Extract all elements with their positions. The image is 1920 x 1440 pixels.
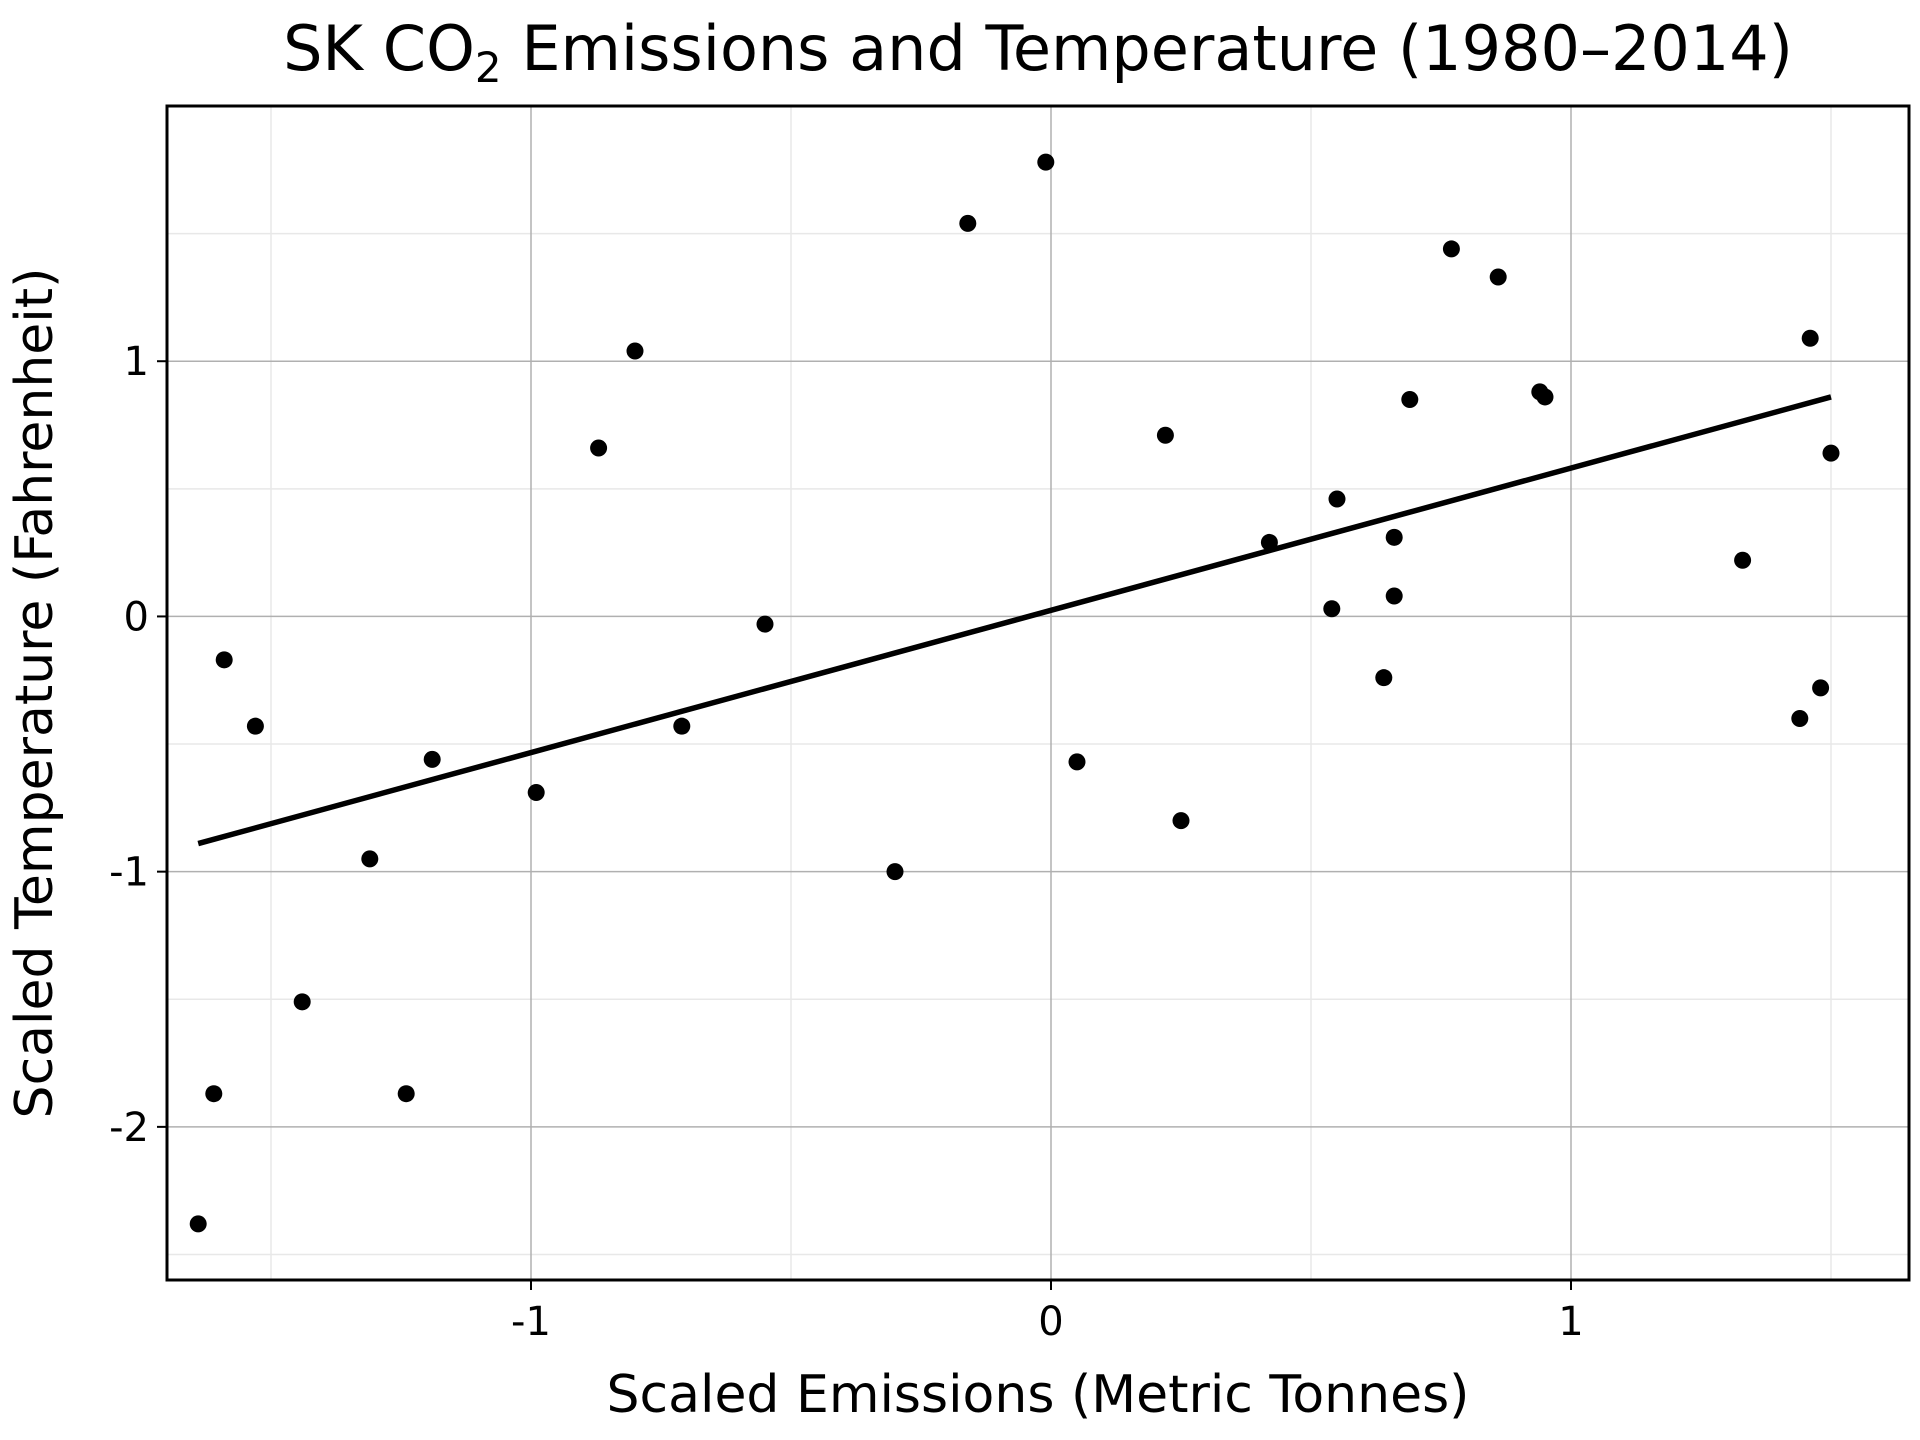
data-point (756, 615, 774, 633)
data-point (1328, 490, 1346, 508)
data-point (189, 1215, 207, 1233)
data-point (626, 342, 644, 360)
data-point (1401, 391, 1419, 408)
plot-frame (165, 104, 1911, 1282)
minor-gridlines (167, 106, 1909, 1280)
data-point (1536, 388, 1554, 406)
data-point (246, 717, 264, 735)
major-gridlines (167, 106, 1909, 1280)
data-point (1791, 710, 1809, 728)
data-point (590, 439, 608, 457)
x-tick-label: 1 (1558, 1299, 1583, 1345)
data-point (1260, 533, 1278, 551)
x-axis-ticks: -1 0 1 (511, 1280, 1584, 1345)
x-axis-label: Scaled Emissions (Metric Tonnes) (607, 1365, 1470, 1425)
x-tick-label: -1 (511, 1299, 551, 1345)
data-point (1822, 444, 1840, 462)
regression-line (197, 394, 1832, 847)
data-point (1442, 240, 1460, 258)
data-point (293, 993, 311, 1011)
data-point (959, 214, 977, 232)
y-axis-ticks: -2 -1 0 1 (109, 339, 167, 1151)
data-point (1068, 753, 1086, 771)
data-point (1489, 268, 1507, 286)
data-point (527, 784, 545, 802)
y-tick-label: -1 (109, 850, 149, 896)
data-point (1801, 329, 1819, 347)
data-point (205, 1085, 223, 1103)
chart-title-rest: Emissions and Temperature (1980–2014) (502, 12, 1793, 85)
data-point (361, 850, 379, 868)
chart-title-subscript: 2 (475, 43, 502, 92)
x-tick-label: 0 (1038, 1299, 1063, 1345)
data-point (1037, 153, 1055, 171)
y-tick-label: 0 (124, 594, 149, 640)
regression-line-group (197, 394, 1832, 847)
chart-title: SK CO2 Emissions and Temperature (1980–2… (283, 12, 1793, 92)
data-point (1734, 551, 1752, 569)
y-axis-label: Scaled Temperature (Fahrenheit) (5, 268, 65, 1119)
data-point (1385, 587, 1403, 605)
data-point (1812, 679, 1830, 697)
data-point (397, 1085, 415, 1103)
data-point (1385, 528, 1403, 546)
data-point (423, 750, 441, 768)
data-point (1323, 600, 1341, 618)
data-point (215, 651, 233, 669)
y-tick-label: -2 (109, 1105, 149, 1151)
data-point (673, 717, 691, 735)
chart-title-main: SK CO (283, 12, 475, 85)
y-tick-label: 1 (124, 339, 149, 385)
data-points (189, 153, 1840, 1233)
data-point (886, 863, 904, 881)
data-point (1375, 669, 1393, 687)
data-point (1172, 812, 1190, 830)
data-point (1156, 426, 1174, 444)
